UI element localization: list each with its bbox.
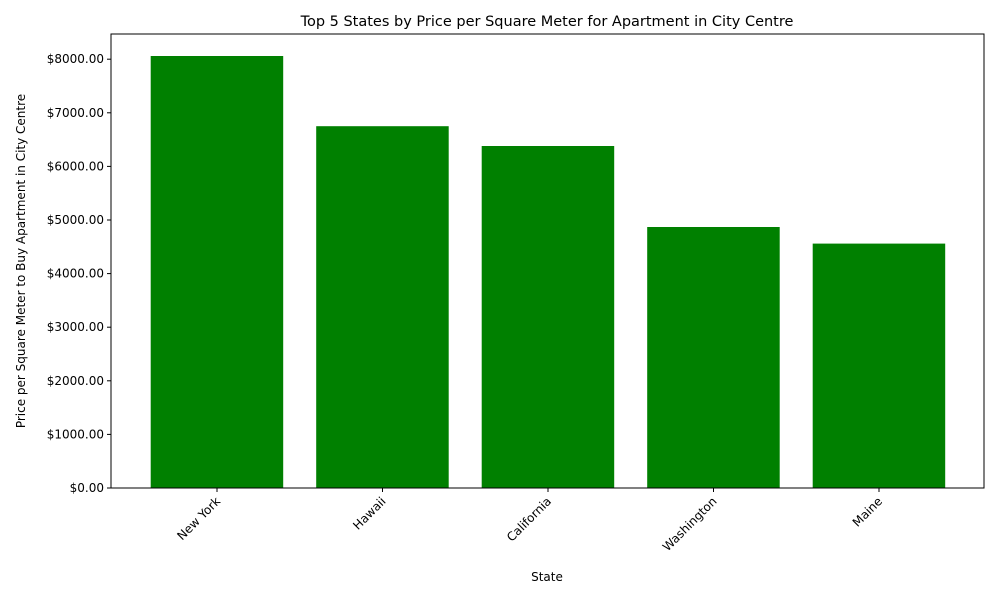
y-tick-label: $3000.00 (47, 320, 104, 334)
x-tick-label: Hawaii (350, 494, 388, 532)
y-tick-label: $6000.00 (47, 159, 104, 173)
x-tick-label: Maine (850, 494, 885, 529)
bar-california (481, 146, 615, 488)
x-tick-label: New York (174, 494, 223, 543)
y-tick-label: $8000.00 (47, 52, 104, 66)
y-tick-label: $0.00 (70, 481, 104, 495)
bar-washington (647, 227, 780, 488)
bar-maine (812, 243, 946, 488)
bar-new-york (150, 56, 284, 488)
x-axis-ticks: New York Hawaii California Washington Maine (174, 488, 885, 554)
y-tick-label: $7000.00 (47, 106, 104, 120)
y-tick-label: $4000.00 (47, 267, 104, 281)
chart-title: Top 5 States by Price per Square Meter f… (300, 14, 794, 30)
bars-group (150, 56, 946, 488)
x-axis-label: State (531, 570, 563, 584)
y-axis-ticks: $0.00 $1000.00 $2000.00 $3000.00 $4000.00 $50… (47, 52, 111, 495)
plot-frame (110, 33, 985, 489)
y-tick-label: $1000.00 (47, 427, 104, 441)
y-tick-label: $2000.00 (47, 374, 104, 388)
y-axis-label: Price per Square Meter to Buy Apartment … (14, 94, 28, 428)
x-tick-label: California (504, 494, 554, 544)
y-tick-label: $5000.00 (47, 213, 104, 227)
x-tick-label: Washington (660, 494, 720, 554)
bar-hawaii (316, 126, 449, 488)
